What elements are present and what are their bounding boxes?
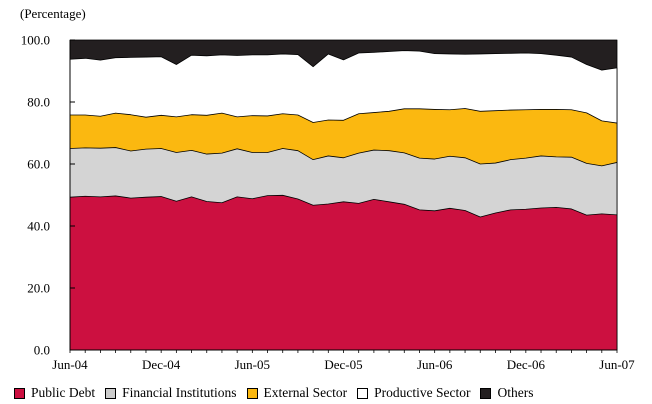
y-axis-ticks: 0.0 20.0 40.0 60.0 80.0 100.0 [21, 33, 75, 358]
y-axis-unit-label: (Percentage) [20, 6, 86, 21]
legend-item-productive-sector: Productive Sector [357, 385, 470, 401]
legend-item-others: Others [480, 385, 533, 401]
legend-label-others: Others [497, 385, 534, 400]
y-tick-label: 20.0 [27, 281, 50, 296]
area-public-debt [69, 194, 618, 351]
y-tick-label: 40.0 [27, 219, 50, 234]
x-axis-ticks: Jun-04 Dec-04 Jun-05 Dec-05 Jun-06 Dec-06 Jun-… [52, 350, 635, 372]
x-tick-label: Jun-05 [235, 357, 270, 372]
y-tick-label: 60.0 [27, 157, 50, 172]
x-tick-label: Dec-05 [324, 357, 362, 372]
y-tick-label: 80.0 [27, 95, 50, 110]
legend-swatch-productive-sector [357, 387, 369, 399]
chart: (Percentage) 0.0 20.0 40.0 60.0 80.0 100.0 Ju… [20, 6, 635, 372]
legend-item-external-sector: External Sector [246, 385, 348, 401]
y-tick-label: 0.0 [34, 343, 50, 358]
x-tick-label: Jun-06 [417, 357, 453, 372]
legend-label-financial-institutions: Financial Institutions [122, 385, 237, 400]
x-tick-label: Dec-04 [142, 357, 181, 372]
legend-label-public-debt: Public Debt [31, 385, 96, 400]
legend-swatch-financial-institutions [105, 387, 117, 399]
legend-item-financial-institutions: Financial Institutions [105, 385, 237, 401]
area-series-group [69, 39, 618, 351]
legend-swatch-public-debt [14, 387, 25, 399]
legend-label-productive-sector: Productive Sector [374, 385, 471, 400]
x-tick-label: Jun-07 [599, 357, 635, 372]
y-tick-label: 100.0 [21, 33, 50, 48]
legend-swatch-others [480, 387, 492, 399]
legend-label-external-sector: External Sector [263, 385, 348, 400]
x-tick-label: Jun-04 [52, 357, 88, 372]
legend-swatch-external-sector [246, 387, 258, 399]
legend: Public Debt Financial Institutions Externa… [14, 384, 646, 402]
legend-item-public-debt: Public Debt [14, 385, 95, 401]
x-tick-label: Dec-06 [507, 357, 546, 372]
